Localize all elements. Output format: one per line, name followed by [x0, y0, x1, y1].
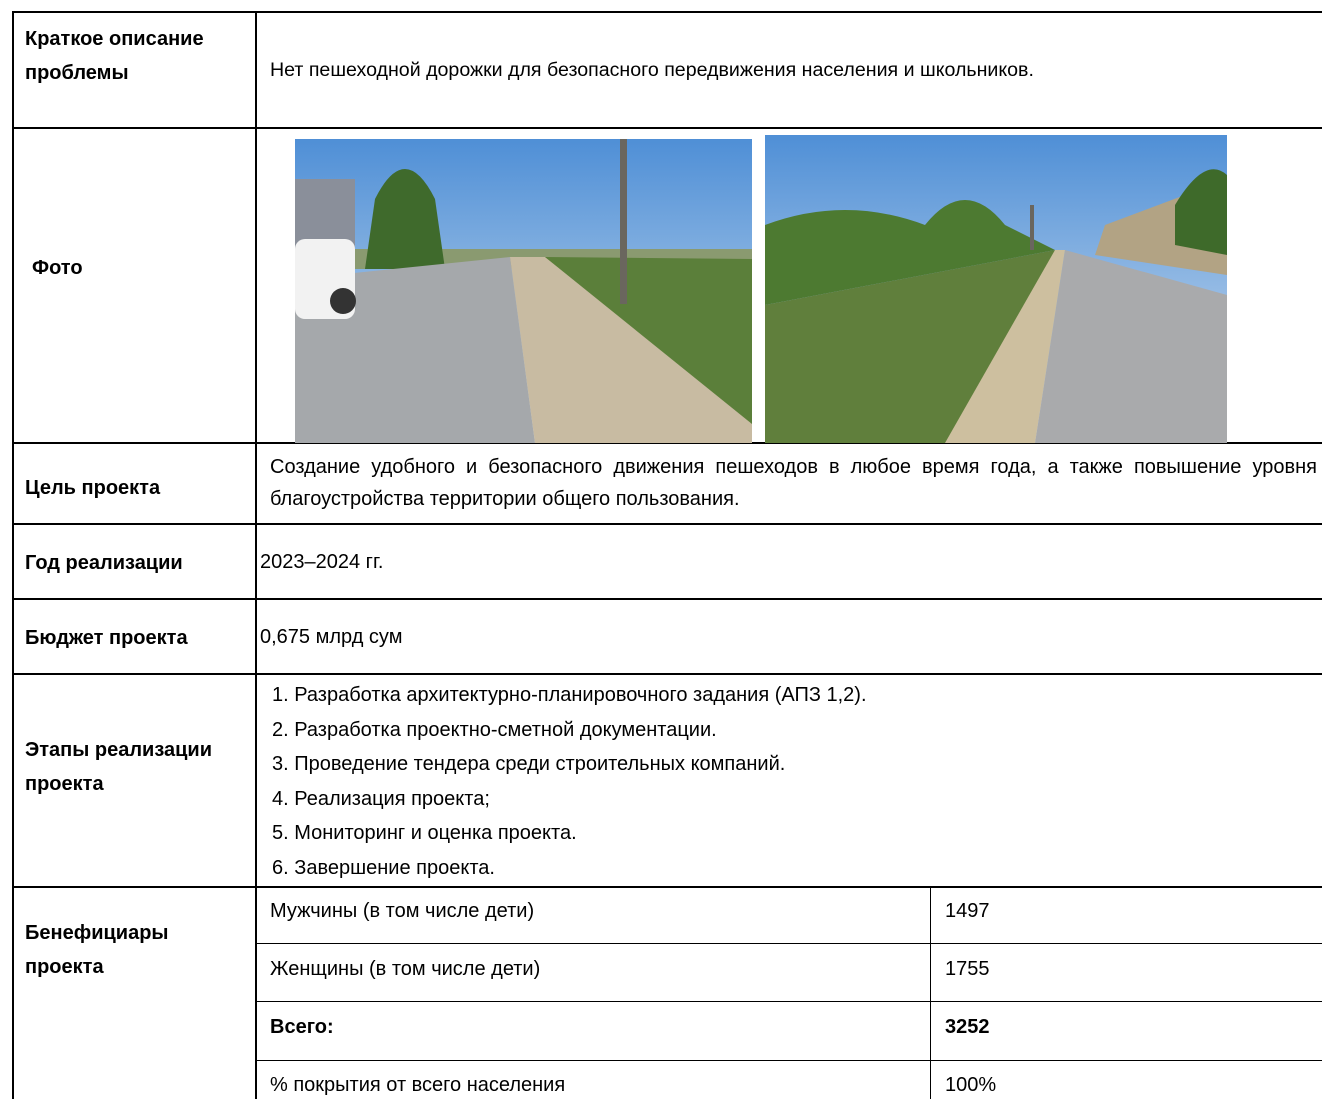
label: Краткое описание проблемы: [25, 22, 245, 90]
label: Фото: [32, 251, 252, 285]
border: [255, 12, 257, 1099]
page: Краткое описание проблемы Нет пешеходной…: [0, 0, 1322, 1099]
border: [256, 1001, 1322, 1002]
value: 2023–2024 гг.: [260, 545, 383, 579]
stage-list: 1. Разработка архитектурно-планировочног…: [272, 678, 867, 885]
border: [12, 11, 1322, 13]
border: [256, 1060, 1322, 1061]
label: Бюджет проекта: [25, 621, 245, 655]
photo: [295, 139, 752, 443]
cell: 1497: [945, 894, 990, 928]
label: Этапы реализации проекта: [25, 733, 225, 801]
stage-item: 4. Реализация проекта;: [272, 782, 867, 817]
stage-item: 3. Проведение тендера среди строительных…: [272, 747, 867, 782]
cell: Мужчины (в том числе дети): [270, 894, 534, 928]
cell: 100%: [945, 1068, 996, 1102]
value: Нет пешеходной дорожки для безопасного п…: [270, 53, 1034, 87]
stage-item: 2. Разработка проектно-сметной документа…: [272, 713, 867, 748]
photo: [765, 135, 1227, 443]
cell: Всего:: [270, 1010, 334, 1044]
border: [930, 887, 931, 1099]
label: Бенефициары проекта: [25, 916, 225, 984]
cell: % покрытия от всего населения: [270, 1068, 565, 1102]
cell: Женщины (в том числе дети): [270, 952, 540, 986]
value: Создание удобного и безопасного движения…: [270, 451, 1317, 515]
stage-item: 6. Завершение проекта.: [272, 851, 867, 886]
label: Год реализации: [25, 546, 245, 580]
border: [12, 886, 1322, 888]
border: [256, 943, 1322, 944]
border: [12, 12, 14, 1099]
label: Цель проекта: [25, 471, 245, 505]
stage-item: 5. Мониторинг и оценка проекта.: [272, 816, 867, 851]
cell: 1755: [945, 952, 990, 986]
stage-item: 1. Разработка архитектурно-планировочног…: [272, 678, 867, 713]
border: [12, 673, 1322, 675]
cell: 3252: [945, 1010, 990, 1044]
border: [12, 598, 1322, 600]
value: 0,675 млрд сум: [260, 620, 402, 654]
border: [12, 523, 1322, 525]
border: [12, 127, 1322, 129]
